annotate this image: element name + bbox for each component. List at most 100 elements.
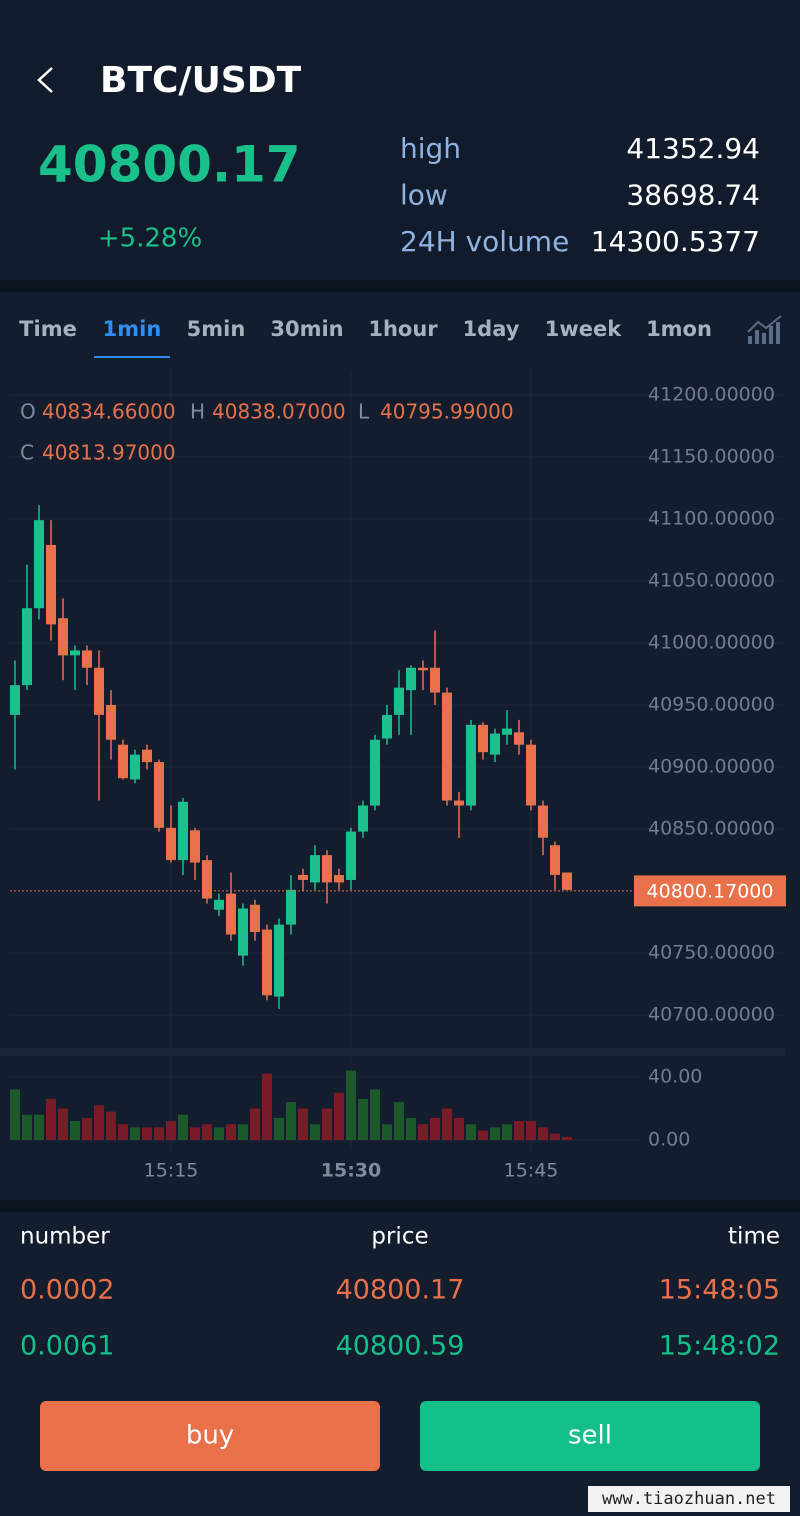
trade-cell: 40800.17 [336,1275,465,1306]
sell-label[interactable]: sell [568,1421,612,1451]
y-tick-label: 41150.00000 [648,445,775,467]
volume-bar [382,1124,392,1140]
trades-header: number [20,1224,110,1250]
timeframe-tab[interactable]: 1day [463,317,520,341]
candle-body [514,732,524,745]
volume-bar [478,1130,488,1140]
y-tick-label: 40850.00000 [648,818,775,840]
candle-body [454,800,464,806]
y-tick-label: 41000.00000 [648,631,775,653]
volume-bar [298,1108,308,1140]
icon-line [747,315,782,333]
back-button[interactable] [37,67,53,93]
volume-bar [538,1127,548,1140]
sell-button[interactable] [420,1401,760,1471]
candle-body [274,924,284,997]
candle-body [502,728,512,735]
timeframe-tab[interactable]: 1hour [368,317,438,341]
y-tick-label: 40750.00000 [648,942,775,964]
watermark: www.tiaozhuan.net [602,1489,776,1509]
candle-body [430,667,440,693]
candle-body [10,685,20,715]
watermark-box [588,1486,790,1512]
candle-body [478,724,488,753]
stat-label: high [400,132,461,165]
candle-body [106,705,116,740]
volume-bar [10,1089,20,1140]
icon-bar [748,336,752,344]
info-value: 40838.07000 [212,400,346,424]
candle-body [190,830,200,863]
timeframe-tab[interactable]: 1week [545,317,622,341]
buy-label[interactable]: buy [186,1421,234,1451]
candle-body [94,667,104,715]
y-tick-label: 40900.00000 [648,756,775,778]
stat-value: 38698.74 [626,179,760,212]
icon-bar [762,333,766,344]
x-tick-label: 15:15 [144,1160,199,1182]
stat-value: 41352.94 [626,132,760,165]
volume-bar [34,1114,44,1140]
volume-bar [130,1127,140,1140]
candle-body [322,855,332,883]
last-price-tag [634,875,786,907]
volume-bar [226,1124,236,1140]
candle-body [70,650,80,656]
candle-body [310,855,320,883]
trade-cell: 15:48:02 [659,1331,780,1362]
timeframe-tab[interactable]: 5min [187,317,246,341]
info-key: H [190,400,205,424]
y-tick-label: 41100.00000 [648,507,775,529]
volume-bar [94,1105,104,1140]
divider [0,1200,800,1212]
icon-bar [755,330,759,344]
timeframe-tab[interactable]: 1mon [646,317,712,341]
volume-bar [346,1070,356,1140]
candle-body [130,754,140,780]
candle-body [562,872,572,890]
info-value: 40834.66000 [42,400,176,424]
volume-bar [370,1089,380,1140]
volume-bar [526,1121,536,1140]
pair-title: BTC/USDT [100,60,302,101]
price-change: +5.28% [98,224,202,254]
volume-bar [214,1127,224,1140]
candle-body [370,739,380,806]
volume-bar [322,1108,332,1140]
trade-cell: 0.0002 [20,1275,114,1306]
volume-bar [142,1127,152,1140]
trades-header: price [371,1224,428,1250]
indicator-icon[interactable] [747,315,782,344]
volume-bar [274,1117,284,1140]
y-tick-label: 41200.00000 [648,383,775,405]
buy-button[interactable] [40,1401,380,1471]
candle-body [250,904,260,933]
candle-body [214,899,224,910]
candle-body [262,929,272,996]
volume-bar [286,1102,296,1140]
candle-body [334,874,344,883]
candle-body [394,687,404,715]
candle-body [154,762,164,828]
y-tick-label: 40700.00000 [648,1004,775,1026]
timeframe-tab[interactable]: 30min [270,317,343,341]
candle-body [490,733,500,755]
stat-value: 14300.5377 [591,225,760,258]
active-tab-underline [94,356,170,358]
info-key: L [358,400,370,424]
timeframe-tab[interactable]: 1min [103,317,162,341]
volume-bar [454,1117,464,1140]
volume-bar [202,1124,212,1140]
candle-body [118,744,128,779]
candle-body [406,667,416,691]
timeframe-tab[interactable]: Time [19,317,77,341]
candle-body [466,724,476,806]
volume-bar [106,1111,116,1140]
candle-body [142,749,152,763]
trades-rows: 0.0002 40800.17 15:48:05 0.0061 40800.59 15:4… [20,1275,780,1362]
candle-body [46,544,56,625]
y-tick-label: 40950.00000 [648,694,775,716]
stat-label: low [400,179,448,212]
candle-body [178,801,188,861]
